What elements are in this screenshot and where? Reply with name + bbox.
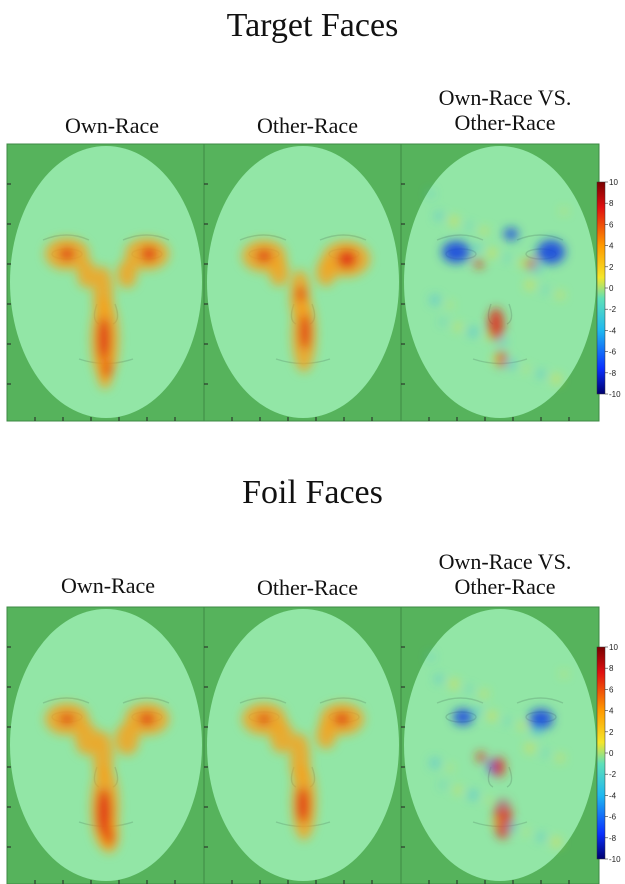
face-oval — [404, 609, 596, 881]
column-label-comparison: Own-Race VS. Other-Race — [438, 85, 572, 135]
column-label-other-race: Other-Race — [257, 575, 358, 600]
heat-overlay — [242, 703, 364, 840]
column-label-comparison: Own-Race VS. Other-Race — [438, 549, 572, 599]
heat-overlay — [242, 240, 370, 372]
heatmap-foil-difference — [400, 606, 600, 884]
section-title-target: Target Faces — [226, 7, 399, 44]
column-label-own-race: Own-Race — [64, 113, 160, 138]
colorbar-tick-label: -2 — [609, 770, 617, 779]
colorbar-tick-label: 0 — [609, 284, 614, 293]
colorbar-tick-label: 2 — [609, 728, 614, 737]
column-label-own-race: Own-Race — [60, 573, 156, 598]
colorbar-tick-label: -6 — [609, 348, 617, 357]
colorbar-tick-label: -4 — [609, 326, 617, 335]
axis-ticks — [401, 183, 570, 421]
colorbar-gradient — [596, 181, 606, 395]
heat-overlay — [428, 654, 567, 847]
section-title-foil: Foil Faces — [242, 474, 383, 511]
colorbar-tick-label: 6 — [609, 685, 614, 694]
heat-overlay — [428, 191, 567, 384]
colorbar-tick-label: 2 — [609, 263, 614, 272]
colorbar-tick-label: -10 — [609, 855, 621, 864]
axis-ticks — [204, 183, 373, 421]
colorbar-tick-label: 0 — [609, 749, 614, 758]
colorbar-gradient — [596, 646, 606, 860]
colorbar-tick-label: -8 — [609, 369, 617, 378]
colorbar-tick-label: -6 — [609, 813, 617, 822]
heat-overlay — [45, 703, 169, 853]
colorbar-foil: 10 8 6 4 2 0 -2 -4 -6 -8 -10 — [596, 643, 621, 864]
column-label-other-race: Other-Race — [257, 113, 358, 138]
heatmap-target-other-race — [203, 143, 403, 422]
colorbar-tick-label: -4 — [609, 791, 617, 800]
heatmap-target-own-race — [6, 143, 206, 422]
heat-overlay — [45, 238, 169, 389]
colorbar-target: 10 8 6 4 2 0 -2 -4 -6 -8 -10 — [596, 178, 621, 399]
colorbar-tick-label: 4 — [609, 707, 614, 716]
colorbar-tick-label: 6 — [609, 220, 614, 229]
heatmap-foil-other-race — [203, 606, 403, 884]
heatmap-target-difference — [400, 143, 600, 422]
colorbar-tick-label: 8 — [609, 664, 614, 673]
colorbar-tick-label: 10 — [609, 178, 618, 187]
colorbar-tick-label: -2 — [609, 305, 617, 314]
heatmap-foil-own-race — [6, 606, 206, 884]
axis-ticks — [204, 646, 373, 884]
axis-ticks — [7, 183, 176, 421]
colorbar-tick-label: 8 — [609, 199, 614, 208]
face-oval — [404, 146, 596, 418]
colorbar-tick-label: 4 — [609, 242, 614, 251]
colorbar-tick-label: 10 — [609, 643, 618, 652]
colorbar-tick-label: -10 — [609, 390, 621, 399]
colorbar-tick-label: -8 — [609, 834, 617, 843]
